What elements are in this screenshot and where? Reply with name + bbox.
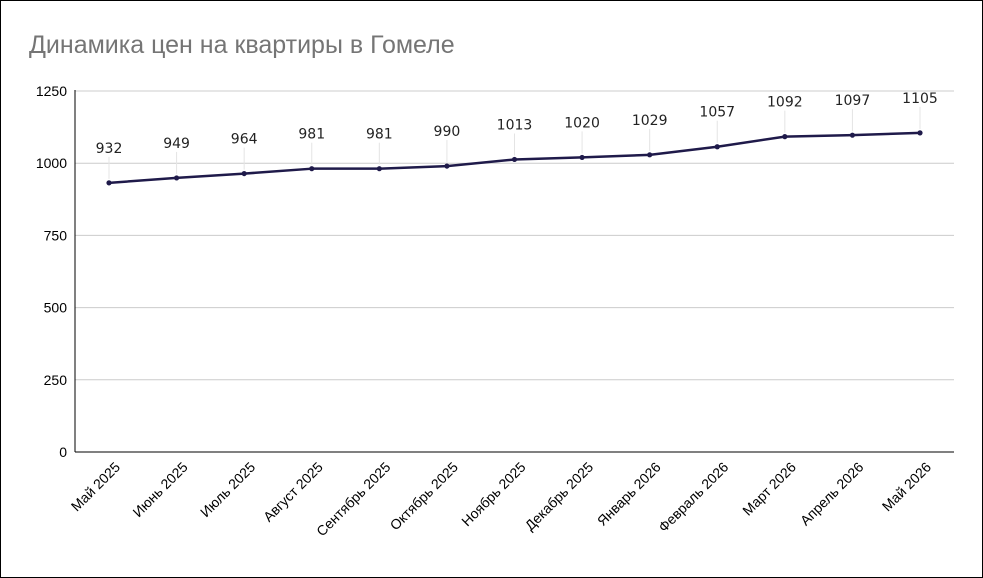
y-tick-label: 500 <box>44 300 68 316</box>
data-point <box>376 166 382 172</box>
y-tick-label: 0 <box>59 444 67 460</box>
data-label: 1092 <box>767 95 803 111</box>
data-point <box>579 154 585 161</box>
data-point <box>647 152 653 158</box>
x-tick-label: Май 2025 <box>68 459 124 515</box>
data-label: 1013 <box>497 117 533 133</box>
data-point <box>444 163 450 169</box>
data-label: 981 <box>366 127 393 143</box>
x-tick-label: Ноябрь 2025 <box>458 459 529 530</box>
data-label: 1029 <box>632 113 668 129</box>
x-tick-label: Апрель 2026 <box>797 459 867 529</box>
x-tick-label: Январь 2026 <box>594 459 664 529</box>
y-tick-label: 1250 <box>36 83 67 99</box>
data-label: 1097 <box>835 93 871 109</box>
x-tick-label: Март 2026 <box>739 459 799 519</box>
data-label: 990 <box>434 124 461 140</box>
data-label: 932 <box>96 141 123 157</box>
data-point <box>173 175 180 181</box>
x-tick-label: Октябрь 2025 <box>387 459 462 534</box>
data-label: 981 <box>298 127 325 143</box>
data-point <box>849 132 856 138</box>
data-point <box>511 156 518 163</box>
data-point <box>106 180 112 186</box>
data-label: 1105 <box>902 91 938 107</box>
data-label: 1020 <box>564 115 600 131</box>
x-tick-label: Февраль 2026 <box>655 459 731 535</box>
y-tick-label: 1000 <box>36 155 67 171</box>
y-tick-label: 750 <box>44 227 68 243</box>
data-point <box>714 144 720 150</box>
x-tick-label: Май 2026 <box>879 459 935 515</box>
x-tick-label: Декабрь 2025 <box>522 459 597 534</box>
data-point <box>782 134 788 140</box>
data-point <box>241 170 247 177</box>
x-tick-label: Август 2025 <box>260 459 326 525</box>
y-tick-label: 250 <box>44 372 68 388</box>
x-tick-label: Июль 2025 <box>197 459 258 520</box>
data-label: 964 <box>231 132 258 148</box>
chart-title: Динамика цен на квартиры в Гомеле <box>29 31 455 59</box>
data-point <box>309 166 315 172</box>
data-label: 1057 <box>699 105 735 121</box>
data-point <box>917 130 923 136</box>
x-tick-label: Июнь 2025 <box>129 459 190 520</box>
data-label: 949 <box>163 136 190 152</box>
